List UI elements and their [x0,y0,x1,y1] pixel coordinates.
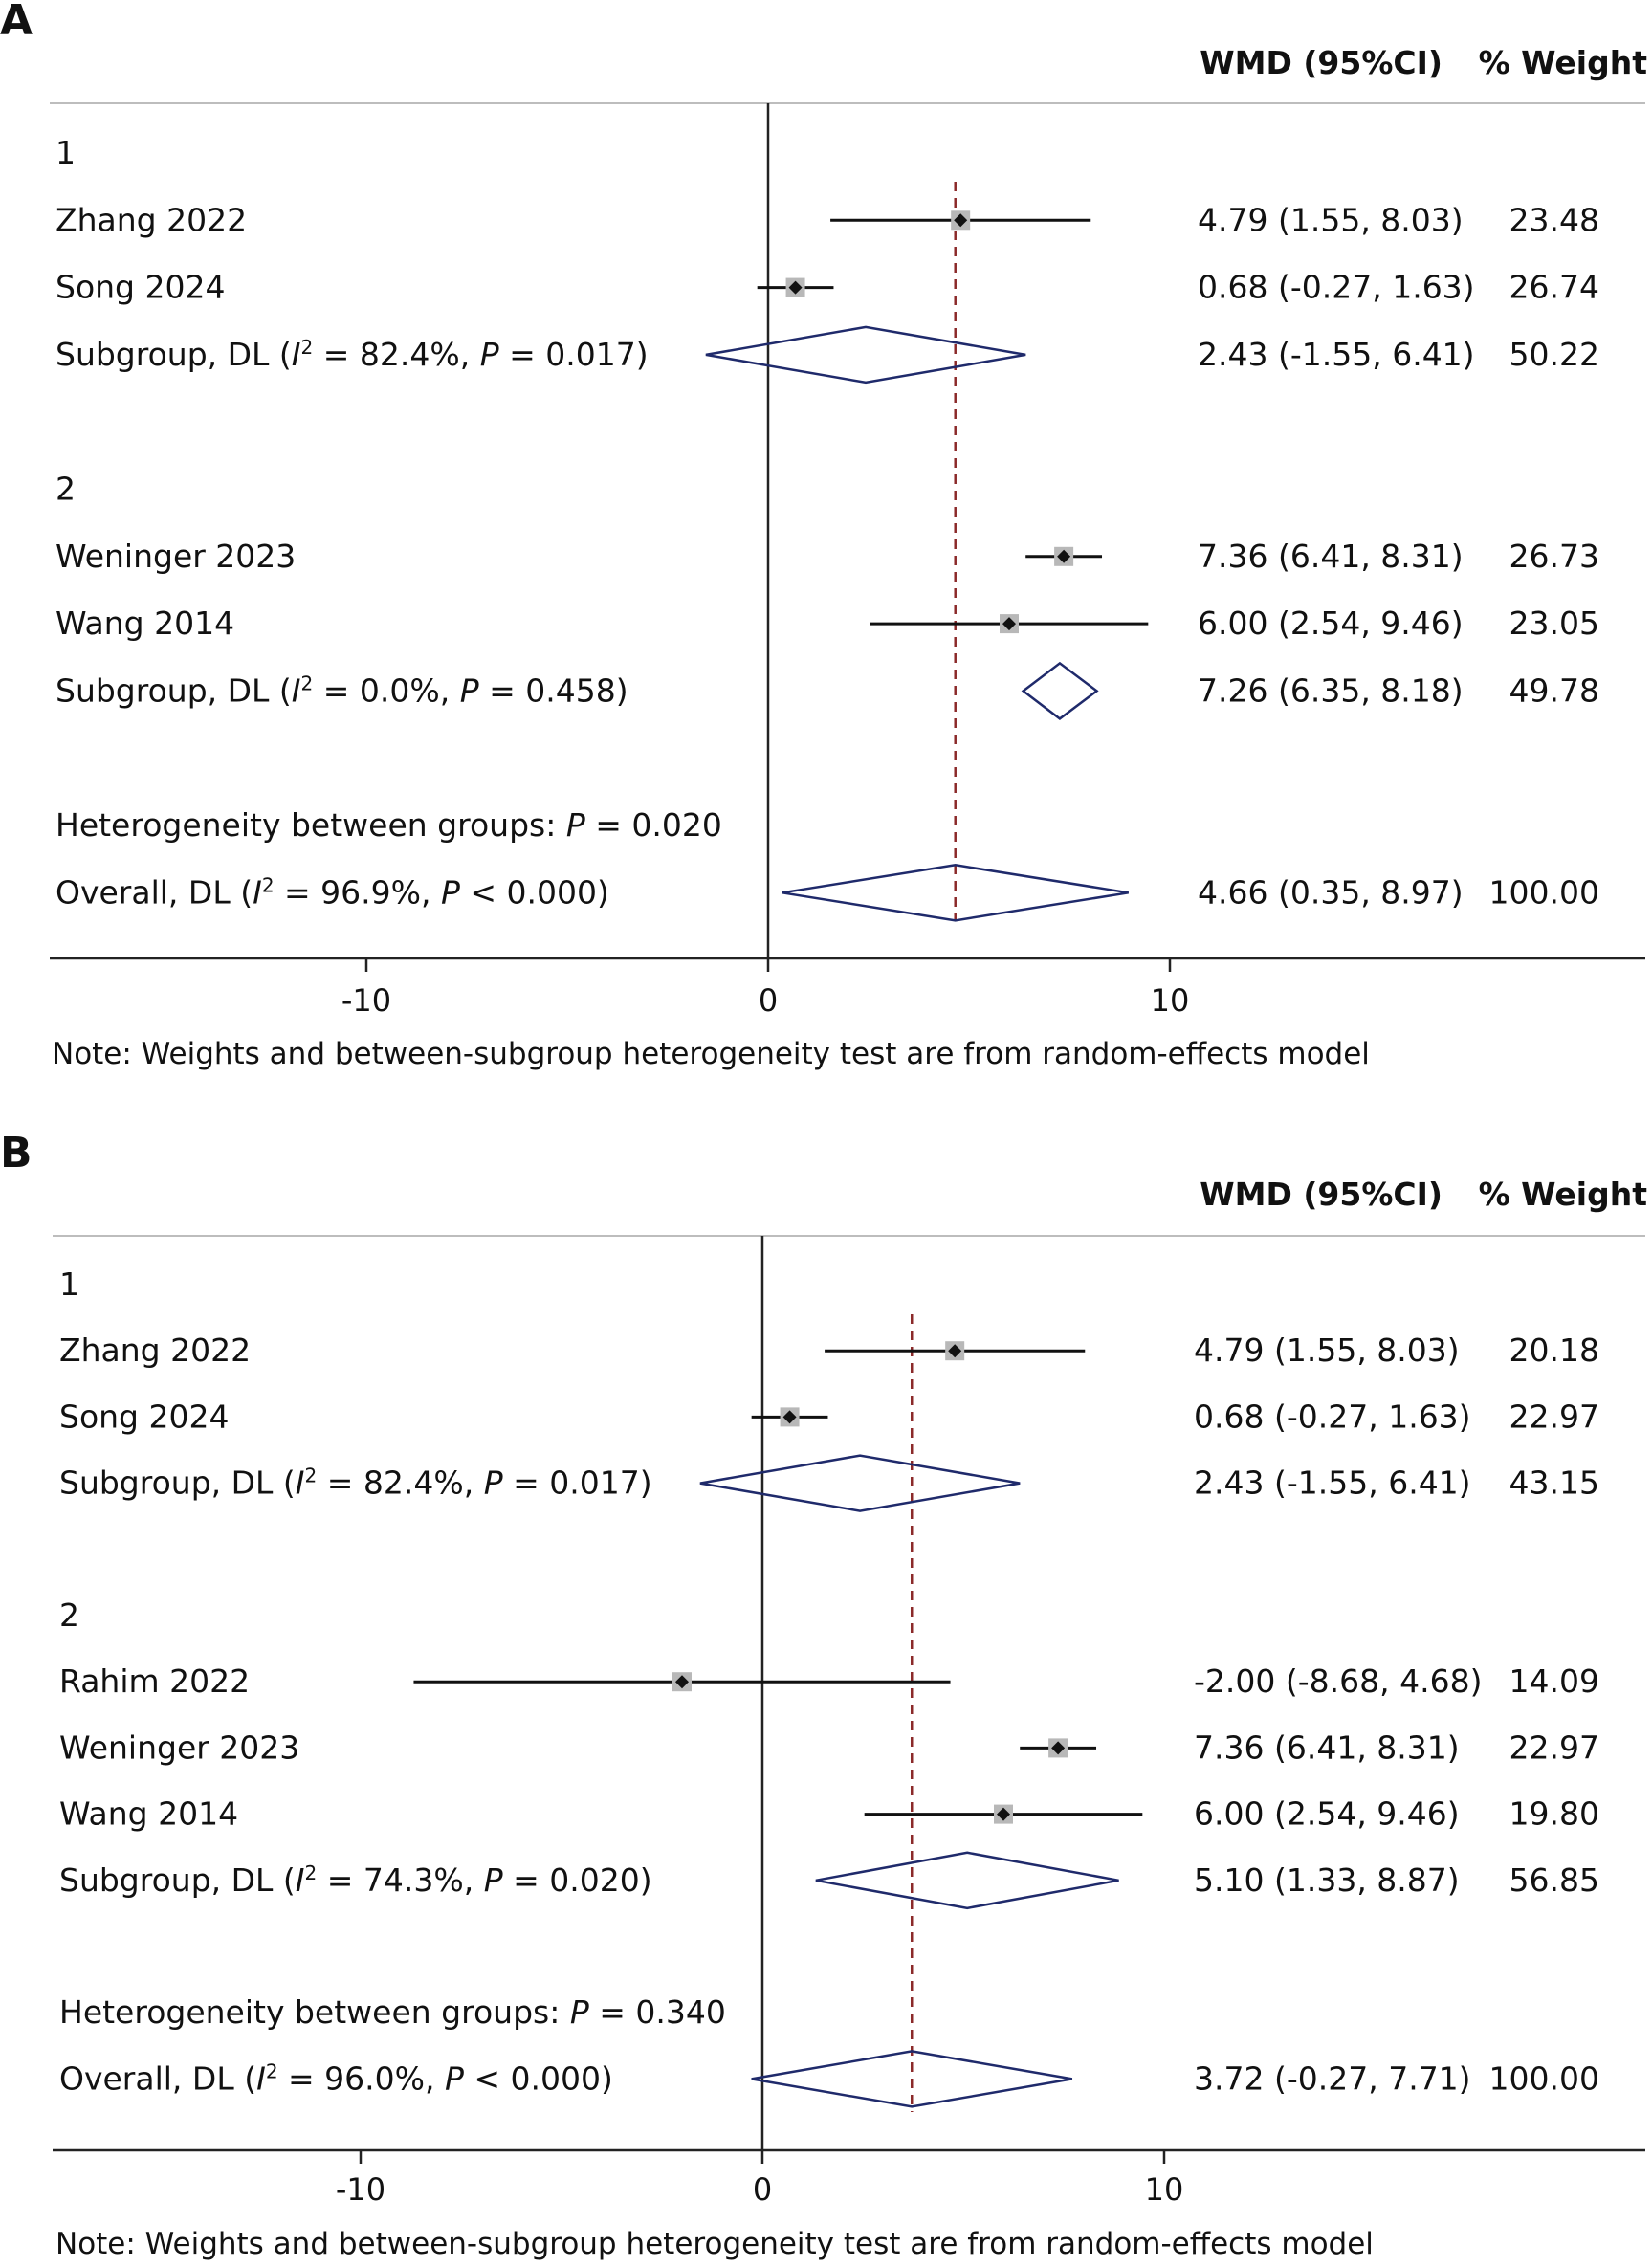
ci-text: 7.36 (6.41, 8.31) [1198,538,1464,575]
study-label: Wang 2014 [59,1795,238,1833]
heterogeneity-label: Heterogeneity between groups: P = 0.340 [59,1993,726,2031]
ci-text: 0.68 (-0.27, 1.63) [1198,269,1475,306]
weight-text: 56.85 [1509,1861,1599,1899]
ci-text: -2.00 (-8.68, 4.68) [1194,1662,1482,1700]
ci-text: 4.66 (0.35, 8.97) [1198,873,1464,911]
study-label: Weninger 2023 [59,1728,299,1766]
subgroup-label: Subgroup, DL (I2 = 82.4%, P = 0.017) [55,336,649,373]
weight-text: 26.73 [1509,538,1599,575]
study-label: Song 2024 [55,269,225,306]
footnote: Note: Weights and between-subgroup heter… [55,2227,1374,2261]
weight-text: 43.15 [1509,1464,1599,1502]
ci-text: 3.72 (-0.27, 7.71) [1194,2059,1471,2097]
estimate-column-header: WMD (95%CI) [1200,1176,1443,1213]
point-estimate [948,1344,962,1358]
x-tick-label: 10 [1151,982,1190,1019]
subgroup-diamond [1021,661,1099,720]
weight-text: 49.78 [1509,671,1599,709]
overall-label: Overall, DL (I2 = 96.0%, P < 0.000) [59,2059,613,2097]
weight-text: 22.97 [1509,1398,1599,1435]
subgroup-label: Subgroup, DL (I2 = 82.4%, P = 0.017) [59,1464,652,1502]
study-label: Wang 2014 [55,605,234,642]
study-label: Zhang 2022 [55,201,247,238]
point-estimate [1002,617,1016,631]
point-estimate [954,213,968,228]
ci-text: 6.00 (2.54, 9.46) [1198,605,1464,642]
subgroup-diamond [699,1454,1021,1512]
ci-text: 4.79 (1.55, 8.03) [1194,1332,1460,1369]
group-label: 2 [59,1596,79,1634]
weight-text: 14.09 [1509,1662,1599,1700]
ci-text: 5.10 (1.33, 8.87) [1194,1861,1460,1899]
subgroup-diamond [815,1851,1119,1910]
forest-panel-a: A WMD (95%CI) % Weight -10 0 10 Note: Weights … [0,0,1647,1071]
forest-panel-b: B WMD (95%CI) % Weight -10 0 10 Note: Weights … [0,1129,1647,2261]
group-label: 2 [55,471,76,508]
group-label: 1 [59,1266,79,1303]
weight-text: 22.97 [1509,1728,1599,1766]
x-tick-label: 0 [759,982,778,1019]
weight-text: 23.48 [1509,201,1599,238]
estimate-column-header: WMD (95%CI) [1200,44,1443,81]
weight-column-header: % Weight [1479,44,1648,81]
study-label: Zhang 2022 [59,1332,251,1369]
study-label: Rahim 2022 [59,1662,250,1700]
weight-text: 23.05 [1509,605,1599,642]
ci-text: 0.68 (-0.27, 1.63) [1194,1398,1471,1435]
overall-diamond [782,864,1129,922]
ci-text: 2.43 (-1.55, 6.41) [1194,1464,1471,1502]
study-label: Weninger 2023 [55,538,296,575]
point-estimate [782,1410,797,1424]
overall-diamond [751,2050,1073,2108]
ci-text: 7.26 (6.35, 8.18) [1198,671,1464,709]
ci-text: 2.43 (-1.55, 6.41) [1198,336,1475,373]
point-estimate [788,280,803,295]
study-label: Song 2024 [59,1398,229,1435]
subgroup-label: Subgroup, DL (I2 = 0.0%, P = 0.458) [55,671,628,709]
ci-text: 6.00 (2.54, 9.46) [1194,1795,1460,1833]
x-tick-label: -10 [336,2171,385,2208]
panel-letter: A [0,0,33,45]
weight-text: 50.22 [1509,336,1599,373]
ci-text: 7.36 (6.41, 8.31) [1194,1728,1460,1766]
footnote: Note: Weights and between-subgroup heter… [52,1037,1370,1071]
x-tick-label: 10 [1145,2171,1184,2208]
group-label: 1 [55,134,76,171]
weight-text: 20.18 [1509,1332,1599,1369]
weight-text: 100.00 [1489,873,1599,911]
point-estimate [675,1675,689,1689]
weight-text: 26.74 [1509,269,1599,306]
x-tick-label: 0 [753,2171,772,2208]
panel-letter: B [0,1129,33,1178]
overall-label: Overall, DL (I2 = 96.9%, P < 0.000) [55,873,609,911]
ci-text: 4.79 (1.55, 8.03) [1198,201,1464,238]
weight-text: 100.00 [1489,2059,1599,2097]
point-estimate [997,1807,1010,1821]
subgroup-diamond [705,325,1026,385]
weight-text: 19.80 [1509,1795,1599,1833]
subgroup-label: Subgroup, DL (I2 = 74.3%, P = 0.020) [59,1861,652,1899]
point-estimate [1057,549,1071,563]
x-tick-label: -10 [341,982,391,1019]
point-estimate [1051,1741,1066,1755]
weight-column-header: % Weight [1479,1176,1648,1213]
heterogeneity-label: Heterogeneity between groups: P = 0.020 [55,806,722,844]
